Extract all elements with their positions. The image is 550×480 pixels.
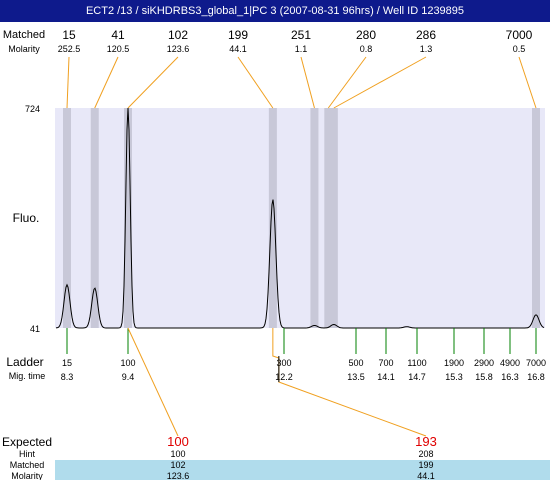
expected-row-label: Expected xyxy=(2,435,52,449)
ladder-size-label: 1100 xyxy=(407,358,426,368)
peak-size-label: 102 xyxy=(168,28,188,42)
hint-row-label: Hint xyxy=(19,449,36,459)
ladder-time-label: 15.8 xyxy=(475,372,493,382)
peak-leader-line xyxy=(94,56,119,109)
peak-band xyxy=(268,108,277,328)
expected-value: 100 xyxy=(167,434,189,449)
peak-molarity-label: 252.5 xyxy=(58,44,81,54)
ladder-time-label: 15.3 xyxy=(445,372,463,382)
peak-band xyxy=(124,108,132,328)
expected-leader-line xyxy=(272,328,427,437)
peak-molarity-label: 0.8 xyxy=(360,44,373,54)
ladder-size-label: 4900 xyxy=(500,358,520,368)
peak-size-label: 7000 xyxy=(506,28,533,42)
ladder-size-label: 100 xyxy=(120,358,135,368)
ladder-size-label: 500 xyxy=(348,358,363,368)
expected-leader-line xyxy=(127,327,179,437)
peak-leader-line xyxy=(518,56,537,109)
ladder-size-label: 1900 xyxy=(444,358,464,368)
y-tick-min: 41 xyxy=(30,324,40,334)
peak-molarity-label: 120.5 xyxy=(107,44,130,54)
ladder-time-label: 12.2 xyxy=(275,372,293,382)
header-molarity-label: Molarity xyxy=(8,44,40,54)
y-tick-max: 724 xyxy=(25,104,40,114)
ladder-size-label: 700 xyxy=(378,358,393,368)
ladder-time-label: 8.3 xyxy=(61,372,74,382)
hint-value: 100 xyxy=(170,449,185,459)
peak-size-label: 199 xyxy=(228,28,248,42)
molarity-row-label: Molarity xyxy=(11,471,43,480)
peak-size-label: 280 xyxy=(356,28,376,42)
peak-molarity-label: 0.5 xyxy=(513,44,526,54)
peak-molarity-label: 44.1 xyxy=(229,44,247,54)
table-highlight xyxy=(55,460,550,480)
peak-band xyxy=(329,108,338,328)
ladder-time-label: 14.1 xyxy=(377,372,395,382)
matched-value: 199 xyxy=(418,460,433,470)
ladder-time-label: 9.4 xyxy=(122,372,135,382)
trace-line xyxy=(55,107,545,329)
peak-band xyxy=(63,108,71,328)
matched-row-label: Matched xyxy=(10,460,45,470)
header-matched-label: Matched xyxy=(3,29,45,41)
ladder-label: Ladder xyxy=(6,355,43,369)
peak-size-label: 286 xyxy=(416,28,436,42)
expected-value: 193 xyxy=(415,434,437,449)
matched-value: 102 xyxy=(170,460,185,470)
peak-leader-line xyxy=(237,56,274,109)
ladder-size-label: 300 xyxy=(276,358,291,368)
molarity-value: 123.6 xyxy=(167,471,190,480)
ladder-time-label: 16.8 xyxy=(527,372,545,382)
peak-leader-line xyxy=(300,56,315,109)
peak-band xyxy=(90,108,99,328)
peak-band xyxy=(532,108,540,328)
ladder-size-label: 2900 xyxy=(474,358,494,368)
peak-band xyxy=(310,108,319,328)
peak-leader-line xyxy=(127,56,179,109)
hint-value: 208 xyxy=(418,449,433,459)
peak-molarity-label: 123.6 xyxy=(167,44,190,54)
ladder-time-label: 13.5 xyxy=(347,372,365,382)
peak-leader-line xyxy=(333,56,427,109)
molarity-value: 44.1 xyxy=(417,471,435,480)
ladder-size-label: 15 xyxy=(62,358,72,368)
peak-size-label: 41 xyxy=(111,28,125,42)
peak-leader-line xyxy=(66,56,70,109)
y-axis-label: Fluo. xyxy=(13,211,40,225)
ladder-time-label: 16.3 xyxy=(501,372,519,382)
window-title: ECT2 /13 / siKHDRBS3_global_1|PC 3 (2007… xyxy=(0,0,550,22)
mig-time-label: Mig. time xyxy=(9,371,46,381)
plot-area xyxy=(55,108,545,328)
ladder-size-label: 7000 xyxy=(526,358,546,368)
peak-molarity-label: 1.1 xyxy=(295,44,308,54)
peak-molarity-label: 1.3 xyxy=(420,44,433,54)
peak-band xyxy=(324,108,333,328)
peak-size-label: 251 xyxy=(291,28,311,42)
peak-size-label: 15 xyxy=(62,28,76,42)
ladder-time-label: 14.7 xyxy=(408,372,426,382)
peak-leader-line xyxy=(327,56,367,109)
